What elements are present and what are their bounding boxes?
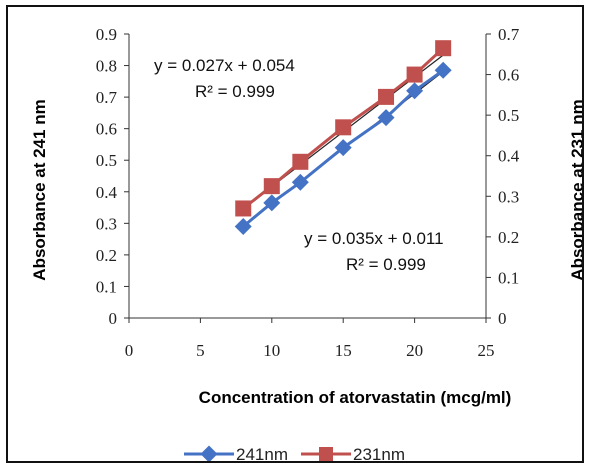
left-axis-tick-label: 0.2 bbox=[96, 246, 117, 265]
data-point-241nm bbox=[434, 61, 452, 79]
x-axis-tick-label: 15 bbox=[335, 341, 352, 360]
data-point-231nm bbox=[406, 66, 423, 83]
data-point-231nm bbox=[263, 178, 280, 195]
data-point-241nm bbox=[263, 194, 281, 212]
x-axis-tick-label: 20 bbox=[406, 341, 423, 360]
data-point-231nm bbox=[378, 88, 395, 105]
data-point-231nm bbox=[335, 119, 352, 136]
legend-label-241nm: 241nm bbox=[236, 445, 288, 461]
left-axis-title: Absorbance at 241 nm bbox=[30, 99, 49, 280]
equation-231nm-r2: R² = 0.999 bbox=[195, 82, 275, 101]
data-point-241nm bbox=[406, 82, 424, 100]
x-axis-title: Concentration of atorvastatin (mcg/ml) bbox=[199, 388, 512, 407]
x-axis-tick-label: 25 bbox=[478, 341, 495, 360]
x-axis-tick-label: 5 bbox=[196, 341, 205, 360]
left-axis-tick-label: 0.7 bbox=[96, 88, 118, 107]
left-axis-tick-label: 0.8 bbox=[96, 57, 117, 76]
chart-frame: 0 0.1 0.2 0.3 0.4 0.5 0.6 0.7 0.8 0.9 0 0.1 0.2 0.3 0.… bbox=[6, 5, 584, 463]
legend-label-231nm: 231nm bbox=[353, 445, 405, 461]
data-point-231nm bbox=[235, 200, 252, 217]
x-axis-tick-label: 0 bbox=[125, 341, 134, 360]
legend-marker-241nm bbox=[200, 445, 218, 461]
right-axis-tick-label: 0 bbox=[498, 309, 507, 328]
right-axis-tick-label: 0.1 bbox=[498, 268, 519, 287]
equation-231nm: y = 0.027x + 0.054 R² = 0.999 bbox=[154, 56, 295, 101]
data-point-231nm bbox=[292, 153, 309, 170]
legend-item-231nm: 231nm bbox=[301, 445, 405, 461]
right-axis-tick-label: 0.4 bbox=[498, 147, 520, 166]
right-axis-tick-label: 0.2 bbox=[498, 228, 519, 247]
right-axis-tick-label: 0.5 bbox=[498, 106, 519, 125]
equation-241nm-r2: R² = 0.999 bbox=[346, 255, 426, 274]
chart-canvas: 0 0.1 0.2 0.3 0.4 0.5 0.6 0.7 0.8 0.9 0 0.1 0.2 0.3 0.… bbox=[30, 25, 582, 461]
data-point-241nm bbox=[334, 139, 352, 157]
right-axis-tick-label: 0.6 bbox=[498, 66, 519, 85]
data-point-231nm bbox=[435, 40, 452, 57]
legend-item-241nm: 241nm bbox=[184, 445, 288, 461]
left-axis-tick-label: 0.4 bbox=[96, 183, 118, 202]
left-axis-tick-label: 0.5 bbox=[96, 151, 117, 170]
right-axis-tick-label: 0.3 bbox=[498, 187, 519, 206]
data-point-241nm bbox=[291, 173, 309, 191]
data-point-241nm bbox=[234, 218, 252, 235]
data-point-241nm bbox=[377, 109, 395, 127]
left-axis-tick-label: 0.1 bbox=[96, 277, 117, 296]
legend: 241nm 231nm bbox=[184, 445, 405, 461]
left-axis-tick-label: 0.3 bbox=[96, 214, 117, 233]
left-axis-tick-label: 0.6 bbox=[96, 120, 117, 139]
right-axis-title: Absorbance at 231 nm bbox=[568, 99, 582, 280]
equation-241nm-line: y = 0.035x + 0.011 bbox=[304, 229, 444, 248]
equation-231nm-line: y = 0.027x + 0.054 bbox=[154, 56, 295, 75]
right-axis-tick-label: 0.7 bbox=[498, 25, 520, 44]
equation-241nm: y = 0.035x + 0.011 R² = 0.999 bbox=[304, 229, 444, 274]
left-axis-tick-label: 0.9 bbox=[96, 25, 117, 44]
x-axis-tick-label: 10 bbox=[263, 341, 280, 360]
legend-marker-231nm bbox=[319, 447, 333, 461]
left-axis-tick-label: 0 bbox=[109, 309, 118, 328]
